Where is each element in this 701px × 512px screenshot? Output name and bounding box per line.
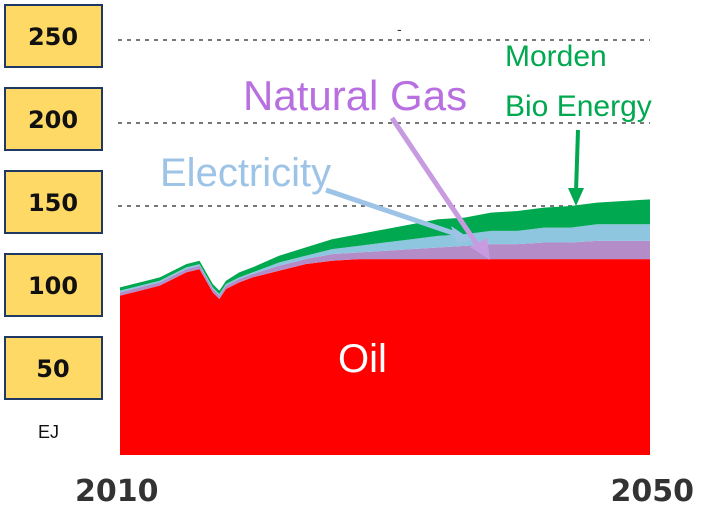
- y-tick-label-200: 200: [28, 106, 78, 134]
- area-morden-bio-energy: [120, 199, 650, 294]
- electricity-arrow: [325, 187, 457, 237]
- y-tick-box-150: [4, 170, 103, 234]
- oil-label: Oil: [338, 337, 387, 381]
- y-tick-label-100: 100: [28, 272, 78, 300]
- y-tick-label-50: 50: [36, 355, 69, 383]
- area-natural-gas: [120, 240, 650, 299]
- electricity-label: Electricity: [160, 151, 331, 195]
- top-mark: -: [397, 21, 402, 37]
- bio-arrow: [574, 129, 580, 193]
- y-tick-box-100: [4, 253, 103, 317]
- annotation-arrows: [325, 116, 584, 260]
- area-oil: [120, 259, 650, 455]
- area-electricity: [120, 224, 650, 296]
- y-tick-box-50: [4, 336, 103, 400]
- natural-gas-arrowhead: [470, 238, 490, 260]
- x-tick-label-start: 2010: [75, 474, 159, 509]
- natural-gas-arrow: [389, 116, 481, 248]
- bio-energy-label-line2: Bio Energy: [505, 90, 652, 123]
- x-axis-ticks: 2010 2050: [75, 474, 694, 509]
- y-tick-box-200: [4, 87, 103, 151]
- y-axis-ticks: 250 200 150 100 50: [4, 4, 103, 400]
- y-unit-label: EJ: [38, 422, 59, 442]
- y-tick-label-250: 250: [28, 23, 78, 51]
- x-tick-label-end: 2050: [611, 474, 695, 509]
- bio-arrowhead: [568, 188, 584, 206]
- gridlines: [118, 39, 650, 207]
- electricity-arrowhead: [451, 226, 472, 243]
- bio-energy-label-line1: Morden: [505, 40, 607, 73]
- y-tick-label-150: 150: [28, 189, 78, 217]
- stacked-areas: [120, 199, 650, 455]
- natural-gas-label: Natural Gas: [243, 72, 467, 119]
- y-tick-box-250: [4, 4, 103, 68]
